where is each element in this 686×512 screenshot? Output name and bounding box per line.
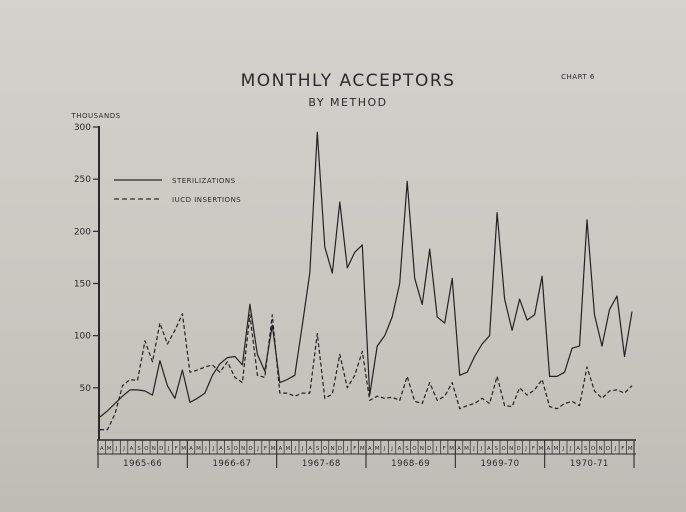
month-letter: F [532, 446, 535, 452]
month-letter: S [584, 446, 588, 452]
month-letter: M [196, 446, 201, 452]
month-letter: D [427, 446, 431, 452]
fiscal-year-label: 1970-71 [570, 459, 609, 469]
month-letter: S [495, 446, 499, 452]
month-letter: J [480, 446, 483, 452]
month-letter: A [368, 446, 372, 452]
month-letter: M [628, 446, 633, 452]
month-letter: N [330, 446, 334, 452]
y-tick-label: 150 [74, 280, 91, 290]
month-letter: O [502, 446, 507, 452]
month-letter: J [383, 446, 386, 452]
month-letter: M [464, 446, 469, 452]
y-tick-label: 100 [74, 332, 91, 342]
month-letter: M [271, 446, 276, 452]
month-letter: F [443, 446, 446, 452]
month-letter: D [606, 446, 610, 452]
month-letter: M [181, 446, 186, 452]
month-letter: A [219, 446, 223, 452]
legend-sterilizations-label: STERILIZATIONS [172, 177, 236, 185]
month-letter: J [390, 446, 393, 452]
month-letter: O [144, 446, 149, 452]
month-letter: N [509, 446, 513, 452]
month-letter: S [137, 446, 141, 452]
month-letter: N [598, 446, 602, 452]
month-letter: M [553, 446, 558, 452]
chart-number-label: CHART 6 [561, 73, 595, 81]
month-letter: A [487, 446, 491, 452]
month-letter: D [248, 446, 252, 452]
month-letter: J [293, 446, 296, 452]
series-iucd-line [100, 313, 633, 431]
y-tick-label: 250 [74, 175, 91, 185]
legend-iucd-label: IUCD INSERTIONS [172, 196, 241, 204]
fiscal-year-label: 1967-68 [302, 459, 341, 469]
fiscal-year-label: 1966-67 [212, 459, 251, 469]
fiscal-year-label: 1968-69 [391, 459, 430, 469]
fiscal-year-label: 1965-66 [123, 459, 162, 469]
month-letter: J [569, 446, 572, 452]
month-letter: S [405, 446, 409, 452]
y-tick-label: 50 [80, 384, 92, 394]
month-letter: J [212, 446, 215, 452]
month-letter: F [621, 446, 624, 452]
month-letter: J [524, 446, 527, 452]
month-letter: D [159, 446, 163, 452]
month-letter: J [122, 446, 125, 452]
month-letter: J [561, 446, 564, 452]
month-letter: J [115, 446, 118, 452]
month-letter: M [107, 446, 112, 452]
month-letter: M [375, 446, 380, 452]
y-ticks: 300 250 200 150 100 50 [74, 123, 99, 394]
chart-subtitle: BY METHOD [308, 96, 387, 109]
month-letter: J [167, 446, 170, 452]
month-letter: N [152, 446, 156, 452]
month-letter: A [398, 446, 402, 452]
month-letter: J [472, 446, 475, 452]
series-sterilizations-line [99, 131, 633, 418]
y-axis-label: THOUSANDS [70, 112, 120, 120]
month-letter: A [457, 446, 461, 452]
x-fiscal-year-labels: 1965-66 1966-67 1967-68 1968-69 1969-70 1970-… [123, 459, 609, 469]
month-letter: O [591, 446, 596, 452]
month-letter: M [449, 446, 454, 452]
month-letter: M [285, 446, 290, 452]
legend: STERILIZATIONS IUCD INSERTIONS [114, 177, 241, 204]
month-letter: J [346, 446, 349, 452]
month-letter: S [316, 446, 320, 452]
month-letter: N [241, 446, 245, 452]
month-letter: M [360, 446, 365, 452]
month-letter: A [189, 446, 193, 452]
chart-title: MONTHLY ACCEPTORS [241, 71, 456, 91]
month-letter: F [175, 446, 178, 452]
month-letter: J [301, 446, 304, 452]
month-letter: J [204, 446, 207, 452]
month-letter: A [547, 446, 551, 452]
month-letter: A [130, 446, 134, 452]
month-letter: F [353, 446, 356, 452]
month-letter: J [256, 446, 259, 452]
month-letter: A [576, 446, 580, 452]
month-letter: M [539, 446, 544, 452]
month-letter: S [227, 446, 231, 452]
y-tick-label: 300 [74, 123, 91, 133]
month-letter: J [435, 446, 438, 452]
y-tick-label: 200 [74, 227, 91, 237]
month-letter: D [516, 446, 520, 452]
month-letter: O [323, 446, 328, 452]
month-letter: O [412, 446, 417, 452]
month-letter: N [420, 446, 424, 452]
month-letter: A [100, 446, 104, 452]
fiscal-year-label: 1969-70 [480, 459, 519, 469]
month-letter: A [279, 446, 283, 452]
month-letter: J [614, 446, 617, 452]
month-letter: O [234, 446, 239, 452]
month-letter: F [264, 446, 267, 452]
series-group [99, 131, 633, 431]
month-letter: D [338, 446, 342, 452]
month-letter: A [308, 446, 312, 452]
